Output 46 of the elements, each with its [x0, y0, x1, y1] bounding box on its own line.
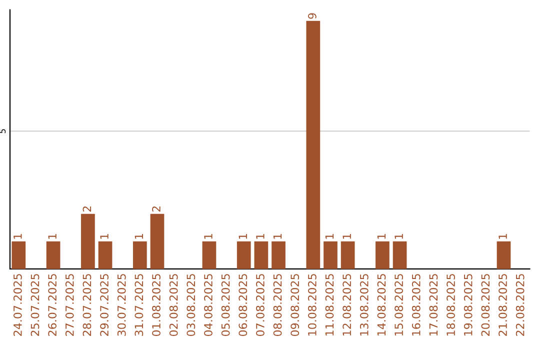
data-label: 1 — [498, 234, 507, 239]
x-tick-label: 31.07.2025 — [134, 274, 144, 336]
x-tick-label: 12.08.2025 — [342, 274, 352, 336]
data-label: 2 — [82, 206, 92, 212]
data-label: 1 — [100, 234, 108, 239]
x-tick-label: 03.08.2025 — [186, 274, 196, 336]
x-tick-label: 19.08.2025 — [464, 274, 472, 336]
data-label: 1 — [342, 234, 351, 239]
data-label: 2 — [152, 206, 160, 212]
data-label: 1 — [238, 234, 247, 239]
x-tick-label: 09.08.2025 — [290, 274, 300, 336]
x-tick-label: 07.08.2025 — [256, 274, 264, 336]
x-tick-label: 06.08.2025 — [238, 274, 248, 336]
x-tick-label: 08.08.2025 — [273, 274, 282, 336]
x-tick-label: 16.08.2025 — [412, 274, 420, 336]
x-tick-label: 24.07.2025 — [13, 274, 22, 336]
data-label: 9 — [308, 13, 316, 19]
x-tick-label: 21.08.2025 — [498, 274, 507, 336]
x-tick-label: 30.07.2025 — [117, 274, 126, 336]
x-tick-label: 26.07.2025 — [48, 274, 57, 336]
data-label: 1 — [48, 234, 56, 239]
x-tick-label: 22.08.2025 — [516, 274, 524, 336]
x-tick-label: 14.08.2025 — [377, 274, 386, 336]
data-label: 1 — [325, 234, 334, 239]
data-label: 1 — [377, 234, 386, 239]
x-tick-label: 27.07.2025 — [65, 274, 74, 336]
x-tick-label: 28.07.2025 — [82, 274, 92, 336]
data-label: 1 — [273, 234, 282, 239]
data-label: 1 — [256, 234, 264, 239]
data-label: 1 — [394, 234, 403, 239]
x-tick-label: 25.07.2025 — [30, 274, 40, 336]
x-tick-label: 04.08.2025 — [204, 274, 212, 336]
data-label: 1 — [14, 234, 22, 239]
x-tick-label: 05.08.2025 — [221, 274, 230, 336]
x-tick-label: 20.08.2025 — [481, 274, 490, 336]
x-tick-label: 29.07.2025 — [100, 274, 108, 336]
x-tick-label: 01.08.2025 — [152, 274, 160, 336]
x-tick-label: 11.08.2025 — [325, 274, 334, 336]
x-tick-label: 13.08.2025 — [360, 274, 368, 336]
x-tick-label: 15.08.2025 — [394, 274, 404, 336]
x-tick-label: 17.08.2025 — [429, 274, 438, 336]
data-label: 1 — [204, 234, 212, 239]
x-tick-label: 10.08.2025 — [308, 274, 316, 336]
x-tick-label: 02.08.2025 — [169, 274, 178, 336]
x-tick-label: 18.08.2025 — [446, 274, 455, 336]
data-label: 1 — [134, 234, 143, 239]
